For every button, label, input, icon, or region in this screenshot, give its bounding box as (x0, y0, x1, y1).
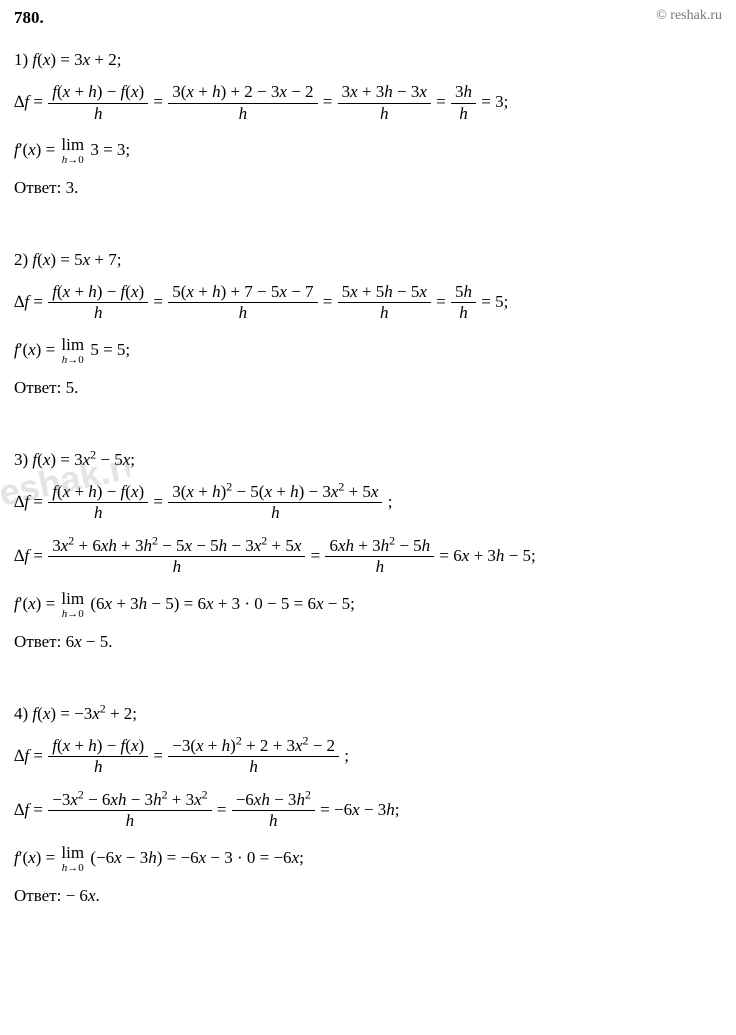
p1-frac4: 3h h (451, 82, 476, 124)
p4-answer: Ответ: − 6x. (14, 886, 722, 906)
p4-function: 4) f(x) = −3x2 + 2; (14, 704, 722, 724)
p3-delta-b: ∆f = 3x2 + 6xh + 3h2 − 5x − 5h − 3x2 + 5… (14, 536, 722, 578)
p4-delta-b: ∆f = −3x2 − 6xh − 3h2 + 3x2h = −6xh − 3h… (14, 790, 722, 832)
p2-function: 2) f(x) = 5x + 7; (14, 250, 722, 270)
top-bar: 780. © reshak.ru (14, 8, 722, 28)
part-2: 2) f(x) = 5x + 7; ∆f = f(x + h) − f(x)h … (14, 250, 722, 398)
problem-number: 780. (14, 8, 44, 28)
p2-delta: ∆f = f(x + h) − f(x)h = 5(x + h) + 7 − 5… (14, 282, 722, 324)
p1-frac2: 3(x + h) + 2 − 3x − 2 h (168, 82, 317, 124)
p1-function: 1) f(x) = 3x + 2; (14, 50, 722, 70)
p1-frac1: f(x + h) − f(x) h (48, 82, 148, 124)
p2-limit: f′(x) = limh→0 5 = 5; (14, 336, 722, 366)
p1-answer: Ответ: 3. (14, 178, 722, 198)
limit-icon: limh→0 (61, 136, 84, 166)
p3-answer: Ответ: 6x − 5. (14, 632, 722, 652)
p2-answer: Ответ: 5. (14, 378, 722, 398)
p3-limit: f′(x) = limh→0 (6x + 3h − 5) = 6x + 3 · … (14, 590, 722, 620)
p4-limit: f′(x) = limh→0 (−6x − 3h) = −6x − 3 · 0 … (14, 844, 722, 874)
page: 780. © reshak.ru reshak.ru 1) f(x) = 3x … (0, 0, 736, 1035)
p3-function: 3) f(x) = 3x2 − 5x; (14, 450, 722, 470)
p1-delta: ∆f = f(x + h) − f(x) h = 3(x + h) + 2 − … (14, 82, 722, 124)
p4-delta-a: ∆f = f(x + h) − f(x)h = −3(x + h)2 + 2 +… (14, 736, 722, 778)
part-3: 3) f(x) = 3x2 − 5x; ∆f = f(x + h) − f(x)… (14, 450, 722, 652)
p1-limit: f′(x) = limh→0 3 = 3; (14, 136, 722, 166)
p1-frac3: 3x + 3h − 3x h (338, 82, 431, 124)
part-4: 4) f(x) = −3x2 + 2; ∆f = f(x + h) − f(x)… (14, 704, 722, 906)
site-credit: © reshak.ru (656, 8, 722, 24)
p3-delta-a: ∆f = f(x + h) − f(x)h = 3(x + h)2 − 5(x … (14, 482, 722, 524)
part-1: 1) f(x) = 3x + 2; ∆f = f(x + h) − f(x) h… (14, 50, 722, 198)
